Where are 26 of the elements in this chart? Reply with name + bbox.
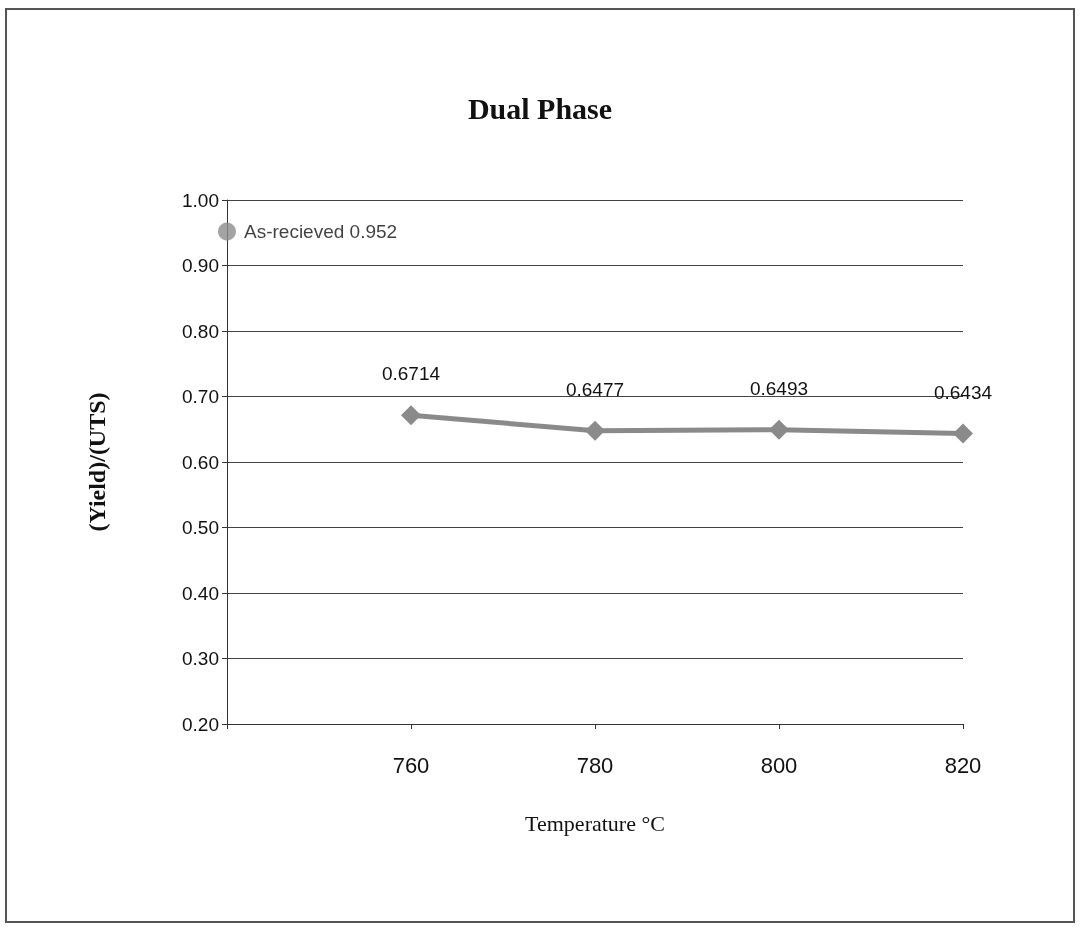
data-label: 0.6434 <box>933 381 993 403</box>
x-tick-label: 780 <box>576 752 614 778</box>
y-tick-label: 0.90 <box>182 255 219 276</box>
x-tick-label: 800 <box>760 752 798 778</box>
y-tick-label: 0.60 <box>182 451 219 473</box>
data-label: 0.6477 <box>565 378 625 400</box>
y-tick-label: 0.30 <box>182 648 219 669</box>
data-label: 0.6493 <box>749 377 809 399</box>
y-tick-label: 0.80 <box>182 320 219 342</box>
y-tick-label: 0.50 <box>182 517 219 538</box>
y-tick-label: 0.20 <box>182 713 219 735</box>
x-axis-title: Temperature °C <box>525 810 665 836</box>
point <box>585 420 605 441</box>
data-label: 0.6714 <box>381 363 441 385</box>
point <box>218 222 236 241</box>
y-tick-label: 0.40 <box>182 582 219 604</box>
y-axis-title: (Yield)/(UTS) <box>84 392 110 532</box>
point <box>401 405 421 426</box>
data-label: As-recieved 0.952 <box>244 220 398 242</box>
y-tick-label: 0.70 <box>182 386 219 407</box>
chart-title: Dual Phase <box>467 91 613 125</box>
point <box>769 419 789 440</box>
x-tick-label: 760 <box>392 752 430 778</box>
point <box>953 423 973 444</box>
x-tick-label: 820 <box>944 752 982 778</box>
y-tick-label: 1.00 <box>182 189 219 211</box>
